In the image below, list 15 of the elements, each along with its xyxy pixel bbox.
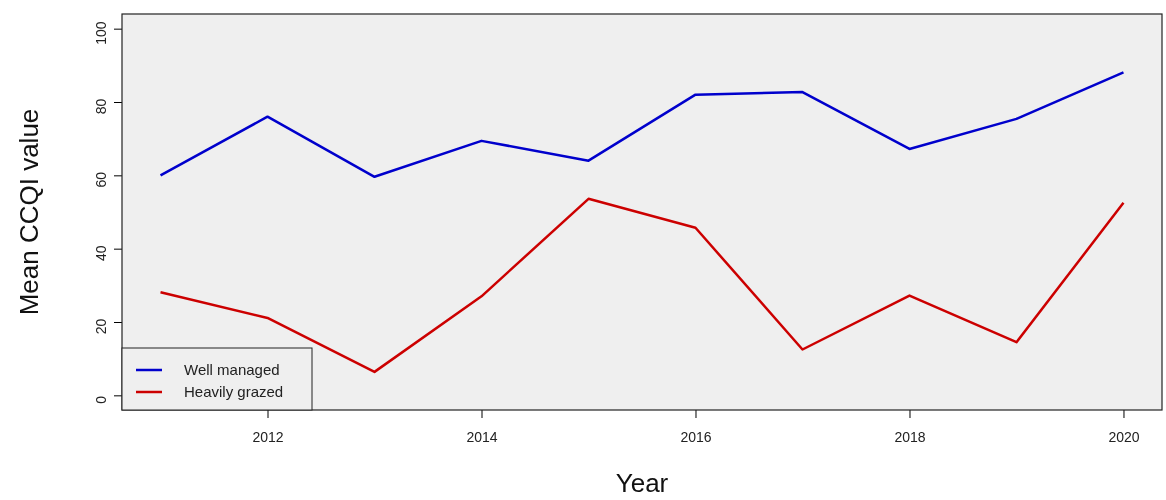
y-tick-label: 20 <box>93 318 109 335</box>
y-tick-label: 80 <box>93 98 109 115</box>
x-tick-label: 2014 <box>466 428 498 445</box>
y-tick-label: 100 <box>93 21 109 45</box>
x-tick-label: 2018 <box>894 428 926 445</box>
x-tick-label: 2020 <box>1108 428 1140 445</box>
y-axis-title: Mean CCQI value <box>14 108 44 316</box>
x-tick-label: 2016 <box>680 428 712 445</box>
legend-label: Well managed <box>184 361 280 378</box>
y-tick-label: 0 <box>93 395 109 404</box>
x-tick-label: 2012 <box>252 428 284 445</box>
y-tick-label: 60 <box>93 171 109 188</box>
y-tick-label: 40 <box>93 245 109 261</box>
x-axis-title: Year <box>615 468 669 498</box>
legend-label: Heavily grazed <box>184 383 284 400</box>
